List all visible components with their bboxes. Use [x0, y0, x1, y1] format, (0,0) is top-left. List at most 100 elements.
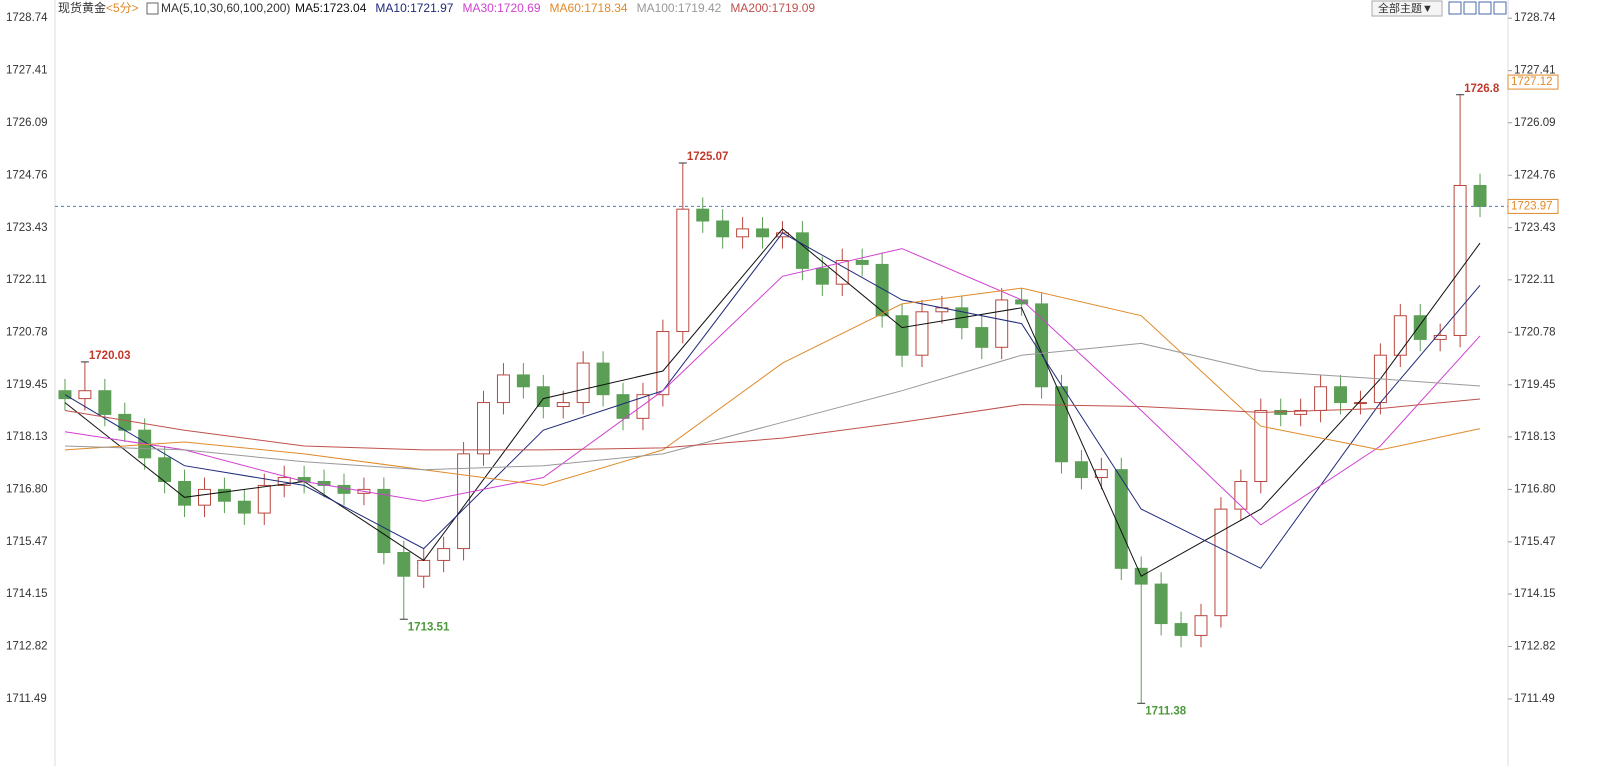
- y-tick-label-right: 1715.47: [1514, 536, 1556, 548]
- y-tick-label-right: 1720.78: [1514, 326, 1556, 338]
- candle-body: [855, 259, 869, 265]
- y-tick-label: 1720.78: [6, 326, 48, 338]
- icon[interactable]: [1478, 1, 1492, 15]
- y-tick-label: 1718.13: [6, 431, 48, 443]
- y-tick-label-right: 1714.15: [1514, 588, 1556, 600]
- y-tick-label-right: 1722.11: [1514, 274, 1555, 286]
- extreme-label: 1720.03: [89, 350, 131, 362]
- candle-body: [457, 453, 471, 550]
- current-price-box: [1507, 198, 1559, 214]
- candle-body: [397, 552, 411, 577]
- candle-body: [1154, 583, 1168, 625]
- marker-price-box: [1507, 74, 1559, 90]
- candle-body: [1473, 184, 1487, 207]
- y-tick-label: 1711.49: [6, 693, 47, 705]
- y-tick-label-right: 1728.74: [1514, 12, 1556, 24]
- y-tick-label: 1724.76: [6, 169, 48, 181]
- candle-body: [915, 311, 929, 356]
- legend-entry: MA200:1719.09: [730, 1, 815, 15]
- legend-entry: MA10:1721.97: [375, 1, 453, 15]
- candle-body: [1334, 386, 1347, 404]
- candle-body: [496, 374, 510, 404]
- candle-body: [736, 228, 750, 238]
- candle-body: [1055, 386, 1068, 463]
- candle-body: [1294, 409, 1308, 415]
- extreme-label: 1711.38: [1145, 705, 1187, 717]
- candle-body: [995, 299, 1009, 348]
- y-tick-label: 1723.43: [6, 222, 48, 234]
- candle-body: [676, 208, 690, 333]
- candle-body: [1035, 303, 1049, 388]
- extreme-label: 1726.8: [1464, 83, 1500, 95]
- candle-body: [198, 488, 211, 506]
- y-tick-label-right: 1712.82: [1514, 640, 1556, 652]
- candle-body: [1314, 386, 1328, 411]
- candle-body: [1194, 615, 1208, 636]
- candle-body: [417, 559, 431, 577]
- legend-entry: MA5:1723.04: [295, 1, 367, 15]
- icon[interactable]: [1463, 1, 1477, 15]
- candle-body: [536, 386, 550, 408]
- period[interactable]: <5分>: [106, 1, 139, 15]
- candle-body: [1234, 480, 1248, 510]
- candle-body: [98, 390, 112, 415]
- extreme-label: 1713.51: [408, 621, 450, 633]
- legend-entry: MA30:1720.69: [462, 1, 540, 15]
- y-tick-label: 1722.11: [6, 274, 47, 286]
- y-tick-label-right: 1716.80: [1514, 483, 1556, 495]
- y-tick-label: 1715.47: [6, 536, 48, 548]
- candle-body: [78, 390, 92, 400]
- candle-body: [656, 331, 670, 396]
- candle-body: [1433, 334, 1447, 340]
- candle-body: [58, 390, 72, 400]
- candle-body: [1274, 409, 1288, 415]
- candle-body: [636, 394, 650, 419]
- candle-body: [477, 402, 490, 455]
- extreme-label: 1725.07: [687, 151, 729, 163]
- icon[interactable]: [1493, 1, 1507, 15]
- y-tick-label-right: 1726.09: [1514, 117, 1556, 129]
- candle-body: [1353, 402, 1367, 405]
- candle-body: [696, 208, 710, 222]
- legend-entry: MA60:1718.34: [550, 1, 628, 15]
- y-tick-label: 1726.09: [6, 117, 48, 129]
- candle-body: [257, 484, 271, 514]
- candle-body: [616, 394, 630, 419]
- symbol: 现货黄金: [58, 0, 106, 15]
- y-tick-label: 1712.82: [6, 640, 48, 652]
- candle-body: [337, 484, 351, 494]
- ma-line: [64, 287, 1481, 486]
- y-tick-label: 1719.45: [6, 379, 48, 391]
- candle-body: [437, 548, 451, 561]
- ma-line: [64, 232, 1481, 569]
- candle-body: [576, 362, 590, 404]
- candle-body: [1174, 623, 1188, 636]
- y-tick-label: 1716.80: [6, 483, 48, 495]
- candle-body: [756, 228, 770, 238]
- y-tick-label: 1714.15: [6, 588, 48, 600]
- y-tick-label-right: 1723.43: [1514, 222, 1556, 234]
- candle-body: [1074, 461, 1088, 479]
- marker-price-label: 1727.12: [1511, 76, 1553, 88]
- y-tick-label: 1728.74: [6, 12, 48, 24]
- y-tick-label-right: 1719.45: [1514, 379, 1556, 391]
- icon[interactable]: [1448, 1, 1462, 15]
- candle-body: [895, 315, 909, 356]
- candle-body: [516, 374, 530, 388]
- y-tick-label: 1727.41: [6, 65, 48, 77]
- candle-body: [1254, 409, 1268, 482]
- candle-body: [1214, 508, 1228, 617]
- theme-button-frame[interactable]: [1371, 0, 1443, 17]
- candle-body: [556, 402, 570, 408]
- candle-body: [217, 488, 231, 502]
- candle-body: [975, 327, 989, 348]
- indicator-icon[interactable]: [146, 2, 159, 15]
- y-tick-label-right: 1727.41: [1514, 65, 1556, 77]
- y-tick-label-right: 1718.13: [1514, 431, 1556, 443]
- toolbar-icons[interactable]: [1448, 1, 1507, 15]
- indicator[interactable]: MA(5,10,30,60,100,200): [161, 1, 290, 15]
- candle-body: [795, 232, 809, 269]
- theme-button[interactable]: 全部主题▼: [1378, 1, 1433, 15]
- candle-body: [377, 488, 391, 554]
